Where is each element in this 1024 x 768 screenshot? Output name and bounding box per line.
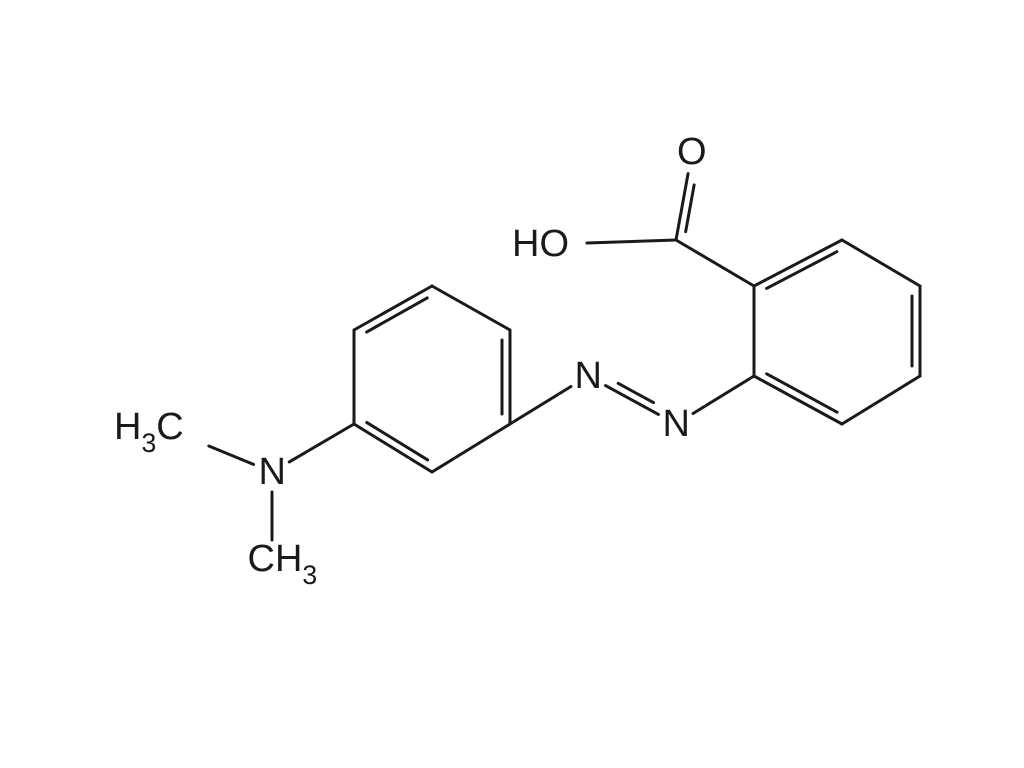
atom-label-N2: N (663, 405, 690, 443)
atom-label-CH3_b: CH3 (248, 540, 318, 584)
atom-label-O_top: O (677, 133, 707, 171)
bond-svg (0, 0, 1024, 768)
atom-label-CH3_a: H3C (114, 408, 184, 452)
atom-label-N1: N (575, 357, 602, 395)
atom-label-HO: HO (512, 225, 569, 263)
molecule-canvas: O HO N N N H3C CH3 (0, 0, 1024, 768)
atom-label-N_dim: N (259, 453, 286, 491)
